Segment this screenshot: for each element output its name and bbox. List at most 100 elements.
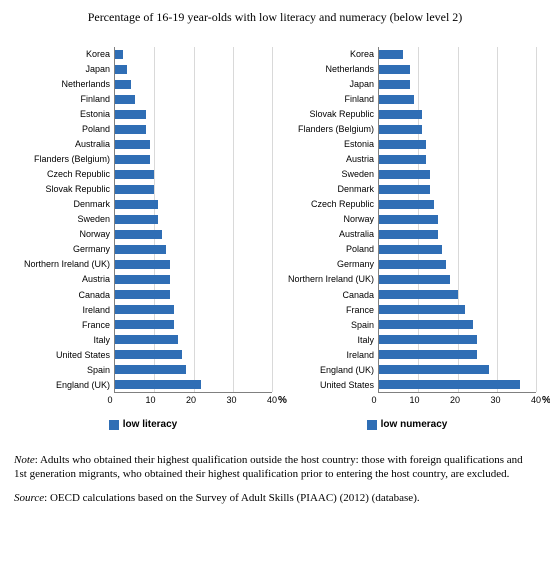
bar [379,200,434,209]
y-axis-label: Germany [278,257,374,272]
bars [379,47,536,392]
y-axis-label: Spain [14,363,110,378]
bar [379,365,489,374]
legend-swatch [109,420,119,430]
y-axis-label: Sweden [14,212,110,227]
bar [115,260,170,269]
bar-row [379,77,536,92]
y-axis-label: Flanders (Belgium) [278,122,374,137]
bar-row [379,242,536,257]
x-axis-tick: 0 [107,395,112,405]
y-axis-labels: KoreaJapanNetherlandsFinlandEstoniaPolan… [14,47,114,393]
y-axis-label: Italy [14,333,110,348]
bar-row [115,167,272,182]
bar-row [115,77,272,92]
y-axis-label: Czech Republic [278,197,374,212]
page: Percentage of 16-19 year-olds with low l… [0,0,550,566]
source-label: Source [14,492,44,504]
bar [115,50,123,59]
y-axis-label: Japan [14,62,110,77]
legend: low numeracy [278,419,536,430]
bar [115,365,186,374]
x-axis-tick: 10 [145,395,155,405]
bar-row [115,197,272,212]
bar-row [115,122,272,137]
bar [115,110,146,119]
bar [115,65,127,74]
bar-row [379,62,536,77]
bar-row [379,272,536,287]
bar [379,350,477,359]
x-axis-tick: 30 [226,395,236,405]
bar-row [115,272,272,287]
y-axis-label: Slovak Republic [278,107,374,122]
bar-row [379,92,536,107]
percent-label: % [542,395,550,406]
bar-row [115,107,272,122]
legend-swatch [367,420,377,430]
y-axis-label: Spain [278,318,374,333]
y-axis-label: Italy [278,333,374,348]
bar-row [115,332,272,347]
y-axis-label: Sweden [278,167,374,182]
legend: low literacy [14,419,272,430]
bar-row [115,257,272,272]
bar [115,320,174,329]
x-axis-tick: 40 [267,395,277,405]
y-axis-label: United States [14,348,110,363]
bar [379,65,410,74]
x-axis-spacer [14,393,110,409]
bar-row [115,227,272,242]
x-axis: 010203040% [278,393,536,409]
legend-label: low literacy [123,419,177,430]
bar [115,200,158,209]
bar-row [379,317,536,332]
bar-row [115,47,272,62]
charts-container: KoreaJapanNetherlandsFinlandEstoniaPolan… [14,47,536,430]
bars [115,47,272,392]
y-axis-label: Poland [278,242,374,257]
y-axis-label: Canada [14,288,110,303]
bar [115,95,135,104]
bar [115,275,170,284]
y-axis-label: France [14,318,110,333]
y-axis-label: United States [278,378,374,393]
bar [379,95,414,104]
y-axis-label: France [278,303,374,318]
y-axis-label: Denmark [278,182,374,197]
bar [115,305,174,314]
y-axis-label: Korea [278,47,374,62]
y-axis-label: Slovak Republic [14,182,110,197]
y-axis-label: Japan [278,77,374,92]
x-axis-tick: 40 [531,395,541,405]
bar [115,185,154,194]
y-axis-label: Netherlands [14,77,110,92]
x-axis-spacer [278,393,374,409]
source-body: : OECD calculations based on the Survey … [44,492,419,504]
bar-row [379,197,536,212]
bar [379,290,458,299]
y-axis-label: Ireland [14,303,110,318]
y-axis-label: Northern Ireland (UK) [278,272,374,287]
bars-frame [378,47,536,393]
bar-row [115,92,272,107]
y-axis-label: Norway [278,212,374,227]
x-axis-tick: 20 [450,395,460,405]
bar [379,140,426,149]
bar [379,185,430,194]
bar-row [379,227,536,242]
bar-row [379,122,536,137]
bar-row [115,317,272,332]
bar-row [115,152,272,167]
gridline [536,47,537,392]
page-title: Percentage of 16-19 year-olds with low l… [14,10,536,25]
y-axis-label: Australia [278,227,374,242]
y-axis-label: Finland [14,92,110,107]
y-axis-label: Ireland [278,348,374,363]
bar [115,80,131,89]
y-axis-label: Canada [278,288,374,303]
bar [115,215,158,224]
source-text: Source: OECD calculations based on the S… [14,492,536,504]
bar-row [115,62,272,77]
y-axis-label: Northern Ireland (UK) [14,257,110,272]
